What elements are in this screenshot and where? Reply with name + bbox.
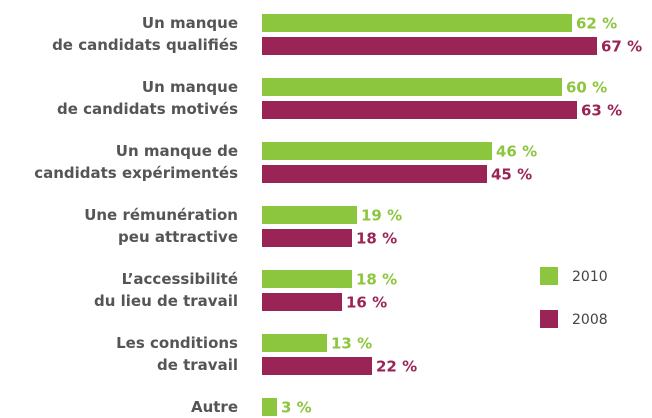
- value-label: 60 %: [566, 79, 607, 97]
- category-label: Un manque de candidats qualifiés: [52, 14, 238, 54]
- value-label: 45 %: [491, 166, 532, 184]
- bar: [262, 101, 577, 119]
- bar: [262, 206, 357, 224]
- bar: [262, 78, 562, 96]
- value-label: 18 %: [356, 271, 397, 289]
- bar: [262, 165, 487, 183]
- value-label: 46 %: [496, 143, 537, 161]
- value-label: 16 %: [346, 294, 387, 312]
- bar: [262, 334, 327, 352]
- legend-swatch: [540, 310, 558, 328]
- bar: [262, 37, 597, 55]
- value-label: 13 %: [331, 335, 372, 353]
- bar: [262, 14, 572, 32]
- legend-label: 2010: [572, 269, 608, 285]
- bar: [262, 398, 277, 416]
- legend-swatch: [540, 267, 558, 285]
- bar: [262, 270, 352, 288]
- value-label: 18 %: [356, 230, 397, 248]
- value-label: 3 %: [281, 399, 312, 417]
- value-label: 22 %: [376, 358, 417, 376]
- value-label: 63 %: [581, 102, 622, 120]
- category-label: Les conditions de travail: [116, 334, 238, 374]
- value-label: 67 %: [601, 38, 642, 56]
- bar: [262, 293, 342, 311]
- bar: [262, 142, 492, 160]
- category-label: Une rémunération peu attractive: [84, 206, 238, 246]
- value-label: 62 %: [576, 15, 617, 33]
- category-label: L’accessibilité du lieu de travail: [93, 270, 238, 310]
- bar: [262, 229, 352, 247]
- bar: [262, 357, 372, 375]
- value-label: 19 %: [361, 207, 402, 225]
- category-label: Un manque de candidats motivés: [56, 78, 238, 118]
- category-label: Un manque de candidats expérimentés: [34, 142, 238, 182]
- category-label: Autre: [190, 398, 238, 416]
- legend-label: 2008: [572, 312, 608, 328]
